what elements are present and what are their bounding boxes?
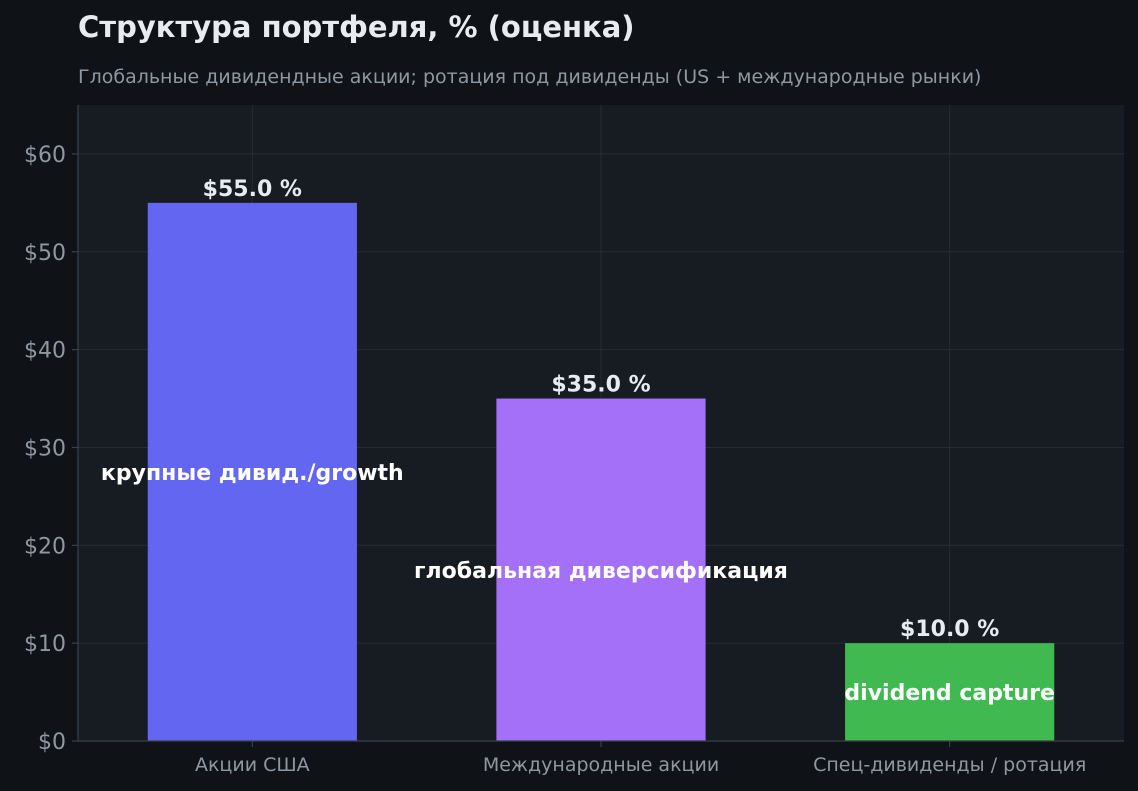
chart-subtitle: Глобальные дивидендные акции; ротация по… [78,66,982,88]
bar-inner-label-2: глобальная диверсификация [414,559,788,584]
x-tick-label-2: Спец-дивиденды / ротация [813,754,1086,776]
y-tick-label-1: $10 [24,632,66,657]
x-tick-label-0: Акции США [195,754,310,776]
y-tick-label-2: $20 [24,534,66,559]
y-tick-label-5: $50 [24,241,66,266]
y-tick-label-4: $40 [24,339,66,364]
bar-3 [845,643,1055,741]
value-label-3: $10.0 % [900,617,999,642]
y-tick-label-3: $30 [24,436,66,461]
chart-title: Структура портфеля, % (оценка) [78,10,635,44]
bar-inner-label-1: крупные дивид./growth [101,461,404,486]
bar-1 [147,202,357,741]
bar-inner-label-3: dividend capture [844,681,1055,706]
y-tick-label-6: $60 [24,143,66,168]
y-tick-label-0: $0 [38,730,66,755]
bar-2 [496,398,706,741]
value-label-1: $55.0 % [203,177,302,202]
x-tick-label-1: Международные акции [483,754,719,776]
value-label-2: $35.0 % [551,373,650,398]
